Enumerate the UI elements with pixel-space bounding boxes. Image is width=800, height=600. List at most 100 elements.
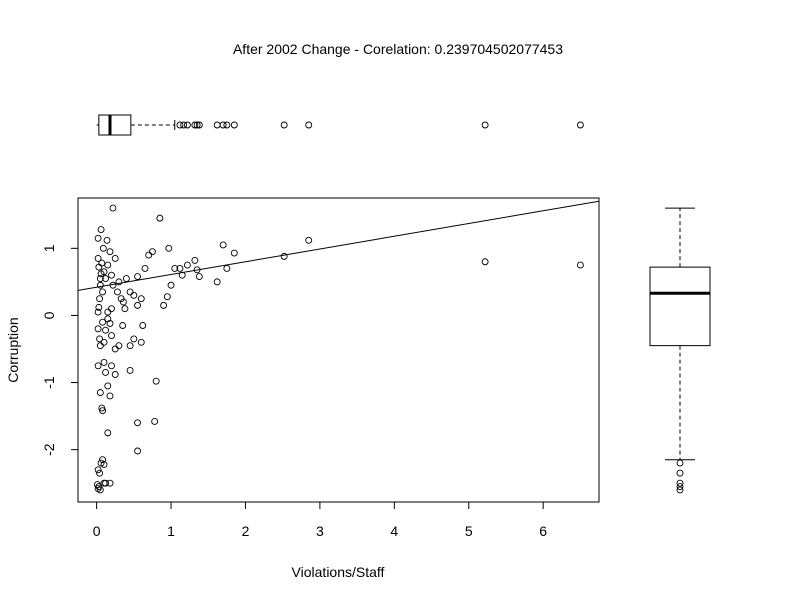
x-box-outlier bbox=[183, 121, 191, 129]
data-point bbox=[167, 281, 175, 289]
y-tick-label: 0 bbox=[41, 311, 57, 319]
data-point bbox=[111, 371, 119, 378]
data-point bbox=[99, 288, 107, 296]
data-point bbox=[481, 258, 489, 266]
data-point bbox=[100, 460, 108, 468]
data-point bbox=[100, 268, 108, 276]
data-point bbox=[176, 265, 184, 272]
y-box-outlier bbox=[676, 459, 684, 467]
data-point bbox=[102, 275, 109, 282]
x-box-outlier bbox=[230, 121, 238, 129]
data-point bbox=[94, 466, 102, 474]
x-axis-label: Violations/Staff bbox=[292, 564, 385, 580]
data-point bbox=[213, 278, 221, 286]
data-point bbox=[99, 407, 107, 415]
data-point bbox=[111, 254, 119, 262]
y-boxplot bbox=[649, 207, 711, 494]
data-point bbox=[141, 265, 149, 272]
data-point bbox=[94, 362, 102, 370]
x-tick-label: 1 bbox=[167, 523, 175, 539]
x-box-outlier bbox=[195, 121, 203, 129]
data-point bbox=[94, 234, 102, 242]
y-tick-label: -2 bbox=[41, 443, 57, 456]
y-axis-label: Corruption bbox=[5, 317, 21, 382]
x-box-outlier bbox=[180, 121, 188, 129]
data-point bbox=[134, 447, 141, 455]
data-point bbox=[95, 483, 103, 491]
data-point bbox=[95, 303, 103, 311]
data-point bbox=[99, 318, 107, 326]
data-point bbox=[104, 382, 112, 390]
data-point bbox=[148, 248, 156, 256]
data-point bbox=[121, 305, 129, 313]
data-point bbox=[134, 301, 141, 309]
x-box-outlier bbox=[305, 121, 313, 129]
y-axis: -2 -1 0 1 bbox=[41, 244, 79, 456]
data-point bbox=[122, 275, 130, 282]
data-point bbox=[99, 456, 107, 464]
data-point bbox=[111, 345, 119, 353]
data-point bbox=[96, 342, 104, 350]
data-point bbox=[126, 342, 134, 350]
data-point bbox=[130, 335, 138, 343]
data-point bbox=[126, 367, 134, 374]
x-tick-label: 3 bbox=[316, 523, 324, 539]
y-box-outlier bbox=[676, 479, 684, 487]
data-point bbox=[280, 252, 288, 260]
y-box-outlier bbox=[676, 469, 684, 477]
regression-line bbox=[78, 200, 599, 291]
data-point bbox=[130, 291, 138, 299]
data-point bbox=[156, 214, 164, 222]
x-box-outlier bbox=[191, 121, 199, 129]
data-point bbox=[103, 236, 111, 244]
data-point bbox=[145, 251, 153, 259]
data-point bbox=[193, 266, 201, 274]
x-tick-label: 0 bbox=[93, 523, 101, 539]
data-point bbox=[126, 288, 134, 296]
data-point bbox=[108, 362, 115, 370]
data-point bbox=[163, 293, 171, 301]
x-axis: 0 1 2 3 4 5 6 bbox=[93, 501, 547, 539]
x-box-outlier bbox=[481, 121, 489, 129]
data-point bbox=[165, 244, 173, 252]
data-point bbox=[109, 204, 117, 212]
x-boxplot bbox=[96, 114, 584, 136]
data-point bbox=[219, 241, 227, 249]
plot-frame bbox=[77, 197, 600, 503]
data-point bbox=[106, 479, 114, 487]
data-point bbox=[115, 278, 123, 286]
data-point bbox=[191, 256, 199, 264]
y-box-outlier bbox=[676, 483, 684, 491]
y-tick-label: -1 bbox=[41, 376, 57, 389]
data-point bbox=[139, 322, 147, 329]
data-point bbox=[171, 265, 179, 272]
x-box-outlier bbox=[576, 121, 584, 129]
data-point bbox=[183, 261, 191, 269]
x-box-outlier bbox=[223, 121, 231, 129]
data-point bbox=[160, 301, 168, 309]
data-point bbox=[134, 273, 141, 280]
data-point bbox=[98, 404, 106, 412]
data-point bbox=[99, 244, 107, 252]
data-point bbox=[106, 320, 114, 327]
x-box-outlier bbox=[176, 121, 184, 129]
x-box-outlier bbox=[193, 121, 201, 129]
x-tick-label: 6 bbox=[539, 523, 547, 539]
data-point bbox=[106, 248, 114, 256]
data-point bbox=[96, 275, 104, 282]
chart-title: After 2002 Change - Corelation: 0.239704… bbox=[233, 41, 563, 57]
data-point bbox=[137, 295, 145, 303]
data-point bbox=[115, 342, 123, 350]
data-point bbox=[96, 389, 104, 397]
x-box-outlier bbox=[280, 121, 288, 129]
data-point bbox=[94, 325, 102, 333]
plot-area bbox=[78, 200, 599, 494]
data-point bbox=[108, 271, 115, 279]
data-point bbox=[100, 338, 108, 346]
x-tick-label: 4 bbox=[390, 523, 398, 539]
data-point bbox=[94, 254, 102, 262]
data-point bbox=[102, 479, 109, 487]
data-point bbox=[95, 263, 103, 271]
data-point bbox=[96, 486, 104, 494]
